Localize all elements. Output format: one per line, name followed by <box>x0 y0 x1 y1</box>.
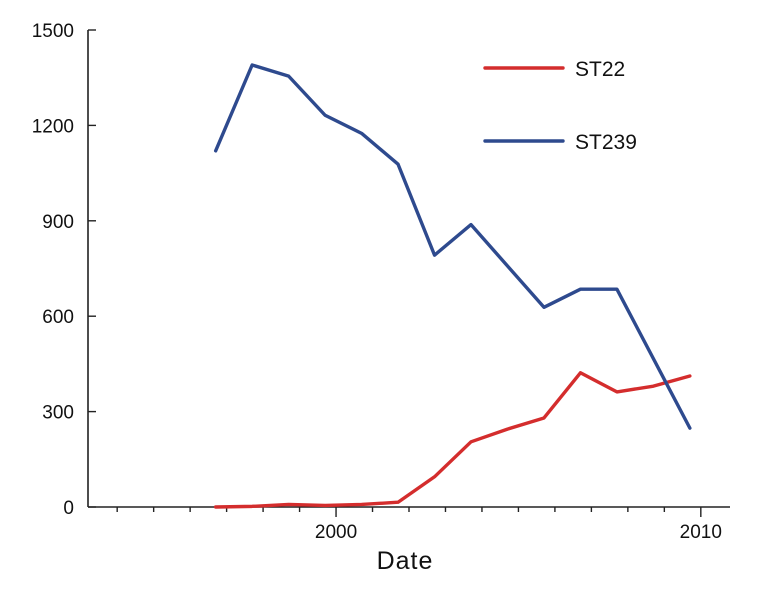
series-line-st239 <box>213 63 692 430</box>
y-tick-label: 1500 <box>32 21 74 42</box>
y-tick-label: 900 <box>42 212 74 233</box>
legend-label-st22: ST22 <box>575 58 625 81</box>
y-tick-label: 1200 <box>32 116 74 137</box>
legend: ST22 ST239 <box>483 58 637 154</box>
y-axis: 0 300 600 900 1200 1500 <box>32 21 96 519</box>
x-axis: 2000 2010 <box>88 506 730 543</box>
y-tick-label: 300 <box>42 403 74 424</box>
x-tick-label: 2000 <box>315 522 357 543</box>
y-tick-label: 600 <box>42 307 74 328</box>
y-tick-label: 0 <box>63 498 74 519</box>
series-line-st22 <box>213 371 692 509</box>
legend-label-st239: ST239 <box>575 131 637 154</box>
x-axis-title: Date <box>377 547 434 575</box>
series-lines <box>213 63 692 509</box>
x-tick-label: 2010 <box>680 522 722 543</box>
